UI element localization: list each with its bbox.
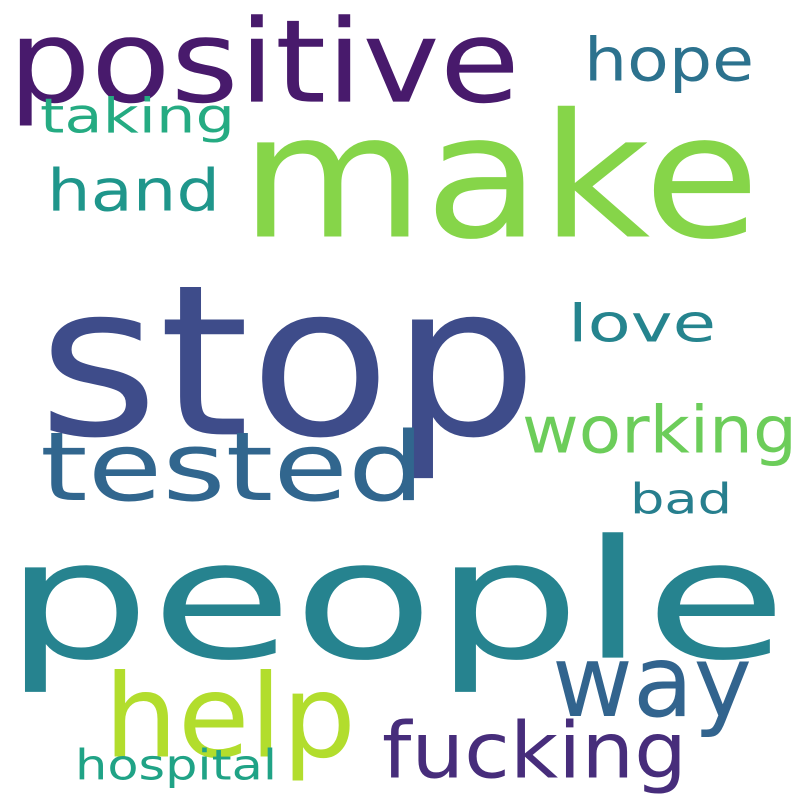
word-stop: stop — [38, 239, 538, 485]
word-people: people — [4, 504, 787, 698]
word-hope: hope — [584, 24, 754, 95]
word-positive: positive — [8, 0, 520, 130]
word-love: love — [568, 293, 716, 355]
word-working: working — [522, 392, 797, 469]
word-way: way — [552, 623, 752, 740]
word-taking: taking — [40, 87, 235, 144]
word-hand: hand — [47, 156, 220, 225]
word-hospital: hospital — [75, 740, 277, 790]
word-help: help — [104, 649, 356, 785]
word-tested: tested — [40, 411, 425, 523]
word-fucking: fucking — [382, 704, 687, 797]
word-make: make — [240, 76, 760, 278]
word-bad: bad — [630, 474, 732, 524]
